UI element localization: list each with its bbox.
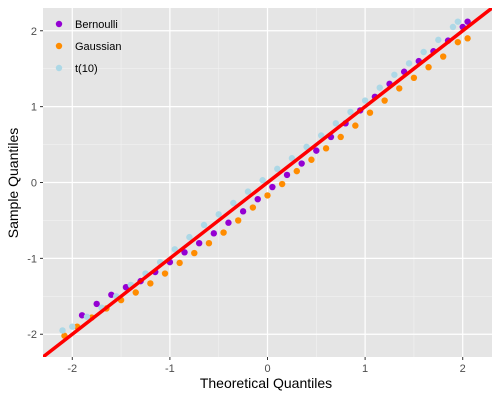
data-point — [161, 270, 169, 277]
data-point — [176, 259, 183, 267]
data-point — [225, 219, 232, 226]
series-3 — [59, 18, 462, 334]
data-point — [264, 192, 271, 199]
data-point — [83, 313, 91, 320]
data-point — [332, 120, 340, 127]
data-point — [274, 165, 281, 173]
data-point — [235, 217, 242, 224]
data-point — [352, 122, 359, 129]
data-point — [454, 18, 462, 25]
data-point — [288, 155, 296, 162]
data-point — [454, 38, 462, 46]
data-point — [195, 239, 203, 247]
data-point — [93, 300, 100, 308]
x-tick-label: 2 — [460, 363, 466, 375]
y-tick-label: 0 — [31, 178, 37, 190]
data-point — [366, 109, 374, 116]
data-point — [244, 188, 252, 195]
data-point — [425, 63, 432, 71]
plot-panel — [43, 8, 492, 357]
data-point — [200, 221, 208, 229]
data-point — [132, 289, 139, 296]
data-point — [108, 291, 115, 298]
x-axis: -2 -1 0 1 2 — [67, 357, 466, 375]
y-axis-label: Sample Quantiles — [5, 128, 21, 239]
y-tick-label: -1 — [27, 253, 37, 265]
data-point — [293, 167, 300, 175]
data-point — [322, 145, 330, 152]
legend-key — [55, 42, 63, 50]
series-1 — [78, 18, 471, 319]
data-point — [439, 53, 447, 60]
legend: Bernoulli Gaussian t(10) — [55, 19, 121, 75]
y-axis: -2 -1 0 1 2 — [27, 26, 43, 341]
reference-line — [43, 8, 492, 357]
data-point — [205, 239, 213, 247]
data-point — [308, 156, 315, 163]
data-point — [239, 208, 247, 215]
y-tick-label: 2 — [31, 26, 37, 38]
data-point — [269, 183, 276, 191]
data-point — [313, 147, 320, 154]
data-point — [464, 35, 471, 42]
data-point — [283, 171, 291, 179]
legend-label: t(10) — [75, 63, 98, 75]
data-point — [191, 249, 198, 257]
data-point — [181, 249, 188, 256]
data-point — [220, 229, 227, 236]
data-point — [122, 284, 130, 291]
data-point — [317, 132, 325, 139]
x-tick-label: -2 — [67, 363, 77, 375]
data-point — [78, 312, 86, 319]
data-point — [249, 204, 257, 211]
legend-key — [55, 64, 63, 72]
data-point — [278, 180, 286, 188]
data-point — [381, 97, 388, 104]
data-point — [396, 85, 403, 92]
data-point — [361, 97, 369, 104]
data-point — [449, 23, 457, 31]
data-point — [464, 18, 471, 25]
data-point — [215, 211, 222, 218]
data-point — [391, 71, 398, 78]
data-points — [59, 18, 471, 339]
data-point — [376, 84, 383, 91]
x-tick-label: 1 — [362, 363, 368, 375]
data-point — [171, 246, 178, 253]
data-point — [259, 177, 266, 184]
data-point — [186, 233, 193, 241]
x-tick-label: 0 — [264, 363, 270, 375]
y-tick-label: -2 — [27, 329, 37, 341]
data-point — [420, 48, 427, 56]
data-point — [347, 108, 354, 116]
data-point — [230, 199, 237, 207]
data-point — [303, 143, 310, 151]
y-tick-label: 1 — [31, 102, 37, 114]
legend-label: Gaussian — [75, 41, 121, 53]
legend-key — [55, 20, 63, 28]
data-point — [147, 280, 154, 287]
x-tick-label: -1 — [165, 363, 175, 375]
data-point — [298, 160, 305, 167]
data-point — [435, 36, 442, 44]
x-axis-label: Theoretical Quantiles — [200, 375, 332, 391]
data-point — [69, 323, 76, 330]
data-point — [210, 230, 218, 237]
legend-label: Bernoulli — [75, 19, 118, 31]
data-point — [337, 133, 344, 141]
data-point — [59, 327, 66, 334]
data-point — [410, 74, 418, 82]
data-point — [405, 60, 413, 67]
data-point — [254, 195, 261, 203]
